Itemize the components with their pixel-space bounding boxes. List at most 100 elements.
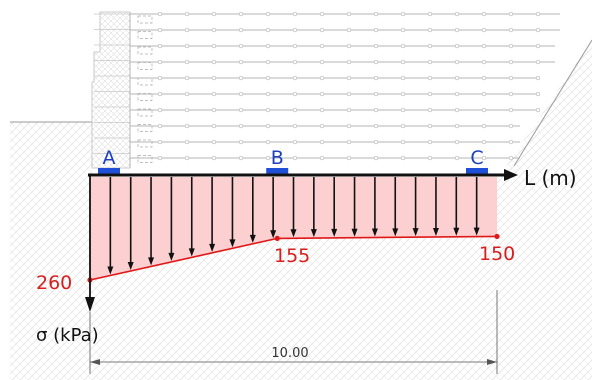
geogrid-node (265, 11, 271, 17)
geogrid-node (373, 139, 379, 145)
point-pads (98, 168, 488, 175)
geogrid-node (454, 27, 460, 33)
stress-arrowhead (188, 248, 195, 257)
geogrid-node (157, 59, 163, 65)
stress-arrowhead (270, 230, 277, 239)
retaining-wall (91, 11, 153, 169)
geogrid-node (427, 11, 433, 17)
geogrid-node (400, 59, 406, 65)
facing-connector (137, 93, 153, 101)
geogrid-node (508, 75, 514, 81)
geogrid-node (292, 107, 298, 113)
pad-c (466, 168, 488, 175)
geogrid-node (184, 75, 190, 81)
facing-connector (137, 124, 153, 132)
geogrid-node (346, 75, 352, 81)
geogrid-node (427, 123, 433, 129)
stress-arrows (107, 177, 480, 275)
geogrid-node (157, 27, 163, 33)
geogrid-node (319, 11, 325, 17)
stress-point-marker (494, 233, 500, 240)
geogrid-node (373, 75, 379, 81)
geogrid-node (454, 107, 460, 113)
geogrid-node (184, 91, 190, 97)
geogrid-node (265, 75, 271, 81)
geogrid-node (427, 27, 433, 33)
geogrid-node (292, 123, 298, 129)
geogrid-node (400, 43, 406, 49)
geogrid-node (508, 11, 514, 17)
geogrid-node (211, 123, 217, 129)
geogrid-node (481, 155, 487, 161)
geogrid-node (400, 27, 406, 33)
stress-arrowhead (310, 229, 317, 238)
stress-arrowhead (107, 266, 114, 275)
geogrid-node (238, 91, 244, 97)
stress-arrowhead (249, 234, 256, 243)
geogrid-node (184, 139, 190, 145)
geogrid-node (319, 75, 325, 81)
geogrid-node (265, 43, 271, 49)
geogrid-node (400, 107, 406, 113)
geogrid-node (454, 91, 460, 97)
geogrid-node (211, 11, 217, 17)
geogrid-node (346, 43, 352, 49)
slope-line (513, 39, 592, 167)
geogrid-node (508, 123, 514, 129)
geogrid-node (292, 75, 298, 81)
geogrid-node (265, 107, 271, 113)
stress-arrowhead (229, 239, 236, 248)
geogrid-node (508, 43, 514, 49)
pad-a (98, 168, 120, 175)
geogrid-node (184, 123, 190, 129)
geogrid-node (481, 123, 487, 129)
geogrid-node (265, 27, 271, 33)
geogrid-node (319, 139, 325, 145)
geogrid-node (346, 123, 352, 129)
geogrid-node (211, 59, 217, 65)
geogrid-node (211, 43, 217, 49)
geogrid-node (292, 91, 298, 97)
geogrid-node (535, 27, 541, 33)
geogrid-node (184, 43, 190, 49)
pad-b (266, 168, 289, 175)
geogrid-node (373, 91, 379, 97)
pressure-labels: 260 155 150 (36, 243, 515, 294)
geogrid-node (319, 123, 325, 129)
geogrid-node (238, 155, 244, 161)
geogrid-node (427, 107, 433, 113)
geogrid-node (184, 59, 190, 65)
geogrid-node (346, 107, 352, 113)
point-label-a: A (103, 147, 116, 169)
geogrid-node (508, 59, 514, 65)
geogrid-node (346, 59, 352, 65)
geogrid-node (373, 11, 379, 17)
geogrid-node (292, 43, 298, 49)
geogrid-node (346, 91, 352, 97)
pressure-label-155: 155 (274, 245, 310, 267)
facing-connector (137, 77, 153, 86)
geogrid-node (508, 27, 514, 33)
geogrid-node (481, 11, 487, 17)
geogrid-node (481, 27, 487, 33)
geogrid-node (427, 155, 433, 161)
geogrid-node (238, 43, 244, 49)
geogrid-node (265, 155, 271, 161)
geogrid-node (373, 59, 379, 65)
geogrid-node (481, 91, 487, 97)
geogrid-node (292, 139, 298, 145)
pressure-label-150: 150 (479, 243, 515, 265)
facing-connector (137, 15, 153, 24)
geogrid-node (373, 27, 379, 33)
geogrid-node (454, 139, 460, 145)
stress-arrowhead (351, 228, 358, 237)
geogrid-node (157, 75, 163, 81)
geogrid-node (265, 139, 271, 145)
geogrid-node (481, 139, 487, 145)
geogrid-node (157, 43, 163, 49)
geogrid-node (238, 107, 244, 113)
geogrid-node (454, 155, 460, 161)
stress-arrowhead (148, 257, 155, 266)
